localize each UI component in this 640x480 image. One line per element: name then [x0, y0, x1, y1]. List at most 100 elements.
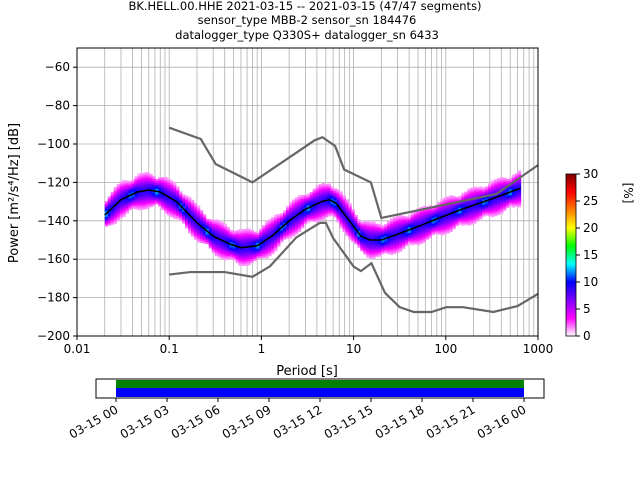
- ppsd-cell: [309, 197, 314, 201]
- ppsd-cell: [274, 235, 278, 239]
- ppsd-cell: [167, 199, 171, 203]
- ppsd-cell: [398, 247, 403, 250]
- ppsd-cell: [158, 198, 162, 201]
- ppsd-cell: [446, 217, 450, 220]
- ppsd-cell: [223, 236, 227, 240]
- ppsd-cell: [223, 227, 227, 230]
- ppsd-cell: [437, 201, 441, 205]
- ppsd-cell: [190, 228, 195, 231]
- ppsd-cell: [342, 203, 346, 206]
- ppsd-cell: [283, 235, 287, 238]
- ppsd-cell: [193, 237, 198, 240]
- ppsd-cell: [241, 261, 245, 265]
- ppsd-cell: [265, 242, 269, 245]
- ppsd-cell: [291, 220, 296, 223]
- ppsd-cell: [404, 241, 409, 244]
- colorbar-tick-label: 20: [583, 221, 598, 235]
- ppsd-cell: [321, 198, 326, 201]
- ppsd-cell: [390, 225, 394, 229]
- ppsd-cell: [122, 179, 126, 183]
- ppsd-cell: [277, 217, 281, 221]
- ppsd-cell: [315, 189, 320, 192]
- ppsd-cell: [455, 223, 459, 227]
- ppsd-cell: [170, 191, 174, 195]
- ppsd-cell: [184, 199, 189, 202]
- ppsd-cell: [158, 177, 162, 180]
- ppsd-cell: [125, 201, 129, 204]
- ppsd-cell: [274, 247, 278, 250]
- ppsd-cell: [485, 190, 489, 193]
- ppsd-cell: [167, 207, 171, 210]
- ppsd-cell: [294, 230, 299, 233]
- ppsd-cell: [161, 198, 165, 201]
- ppsd-cell: [297, 208, 302, 212]
- ppsd-cell: [511, 195, 516, 198]
- ppsd-cell: [511, 188, 516, 191]
- ppsd-cell: [300, 197, 305, 200]
- ppsd-cell: [244, 238, 248, 241]
- ppsd-cell: [286, 229, 290, 232]
- ppsd-cell: [294, 207, 299, 210]
- ppsd-cell: [247, 228, 251, 231]
- ppsd-cell: [158, 192, 162, 196]
- ppsd-cell: [241, 244, 245, 247]
- ppsd-cell: [187, 219, 192, 223]
- ppsd-cell: [297, 226, 302, 229]
- ppsd-cell: [125, 182, 129, 185]
- ppsd-cell: [161, 204, 165, 207]
- ppsd-cell: [277, 213, 281, 217]
- ppsd-cell: [351, 239, 355, 243]
- ppsd-cell: [354, 224, 358, 227]
- ppsd-cell: [110, 193, 115, 196]
- ppsd-cell: [107, 207, 112, 211]
- ppsd-cell: [283, 222, 287, 225]
- ppsd-cell: [125, 186, 129, 189]
- ppsd-cell: [312, 215, 317, 218]
- ppsd-cell: [339, 210, 343, 213]
- ppsd-cell: [211, 242, 216, 246]
- ppsd-cell: [494, 200, 498, 203]
- ppsd-cell: [491, 207, 495, 210]
- ppsd-cell: [333, 215, 337, 218]
- ppsd-cell: [324, 201, 329, 204]
- ppsd-cell: [422, 230, 427, 234]
- ppsd-cell: [193, 212, 198, 215]
- ppsd-cell: [505, 178, 510, 181]
- ppsd-cell: [315, 212, 320, 215]
- ppsd-cell: [345, 203, 349, 206]
- ppsd-cell: [348, 209, 352, 212]
- ppsd-cell: [208, 242, 213, 245]
- ppsd-cell: [128, 207, 132, 211]
- ppsd-cell: [137, 194, 141, 197]
- ppsd-cell: [116, 218, 121, 222]
- ppsd-cell: [366, 222, 370, 226]
- ppsd-cell: [366, 220, 370, 224]
- ppsd-cell: [247, 236, 251, 239]
- y-axis-label: Power [m²/s⁴/Hz] [dB]: [7, 123, 22, 263]
- ppsd-cell: [381, 234, 385, 238]
- ppsd-cell: [277, 236, 281, 240]
- ppsd-cell: [288, 213, 293, 216]
- ppsd-cell: [496, 189, 501, 193]
- ppsd-cell: [354, 241, 358, 245]
- ppsd-cell: [413, 242, 418, 245]
- ppsd-cell: [220, 233, 225, 236]
- ppsd-cell: [455, 221, 459, 225]
- ppsd-cell: [170, 215, 174, 218]
- ppsd-cell: [214, 232, 219, 236]
- ppsd-cell: [496, 212, 501, 216]
- ppsd-cell: [354, 220, 358, 224]
- ppsd-cell: [378, 250, 382, 253]
- ppsd-cell: [256, 238, 260, 241]
- ppsd-cell: [449, 226, 453, 229]
- ppsd-cell: [250, 253, 254, 256]
- ppsd-cell: [196, 221, 201, 224]
- ppsd-cell: [170, 195, 174, 199]
- ppsd-cell: [196, 205, 201, 208]
- ppsd-cell: [324, 186, 329, 189]
- ppsd-cell: [321, 196, 326, 199]
- ppsd-cell: [390, 246, 394, 250]
- ppsd-cell: [286, 205, 290, 209]
- ppsd-cell: [413, 234, 418, 237]
- ppsd-cell: [464, 203, 468, 206]
